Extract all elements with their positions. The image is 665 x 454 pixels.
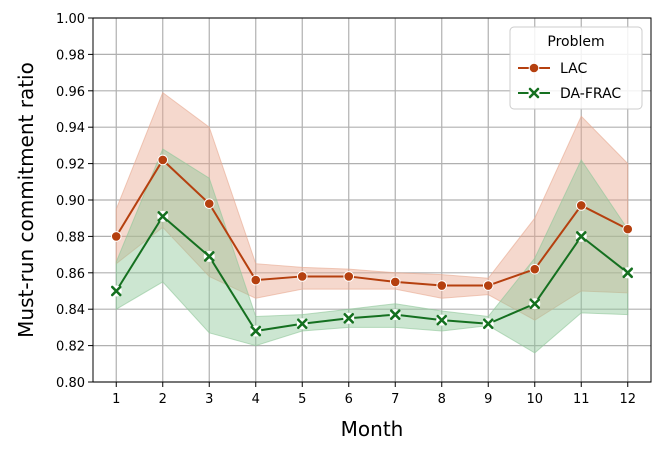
point-da-frac	[575, 230, 587, 242]
series-lines	[115, 158, 629, 333]
x-axis-label: Month	[341, 417, 404, 441]
point-cross	[389, 309, 401, 320]
y-tick-label: 0.82	[56, 340, 85, 355]
legend-item-da-frac: DA-FRAC	[518, 86, 621, 102]
x-tick-label: 12	[619, 392, 636, 407]
point-da-frac	[110, 285, 122, 297]
point-cross	[110, 285, 122, 297]
x-tick-label: 2	[159, 392, 167, 407]
y-axis-label: Must-run commitment ratio	[14, 62, 38, 338]
line-lac	[115, 158, 629, 287]
x-tick-label: 3	[205, 392, 213, 407]
point-cross	[436, 314, 448, 326]
point-da-frac	[250, 325, 262, 337]
y-tick-label: 0.80	[56, 376, 85, 391]
x-tick-label: 5	[298, 392, 306, 407]
y-tick-label: 1.00	[56, 12, 85, 27]
point-da-frac	[157, 210, 169, 222]
y-tick-label: 0.94	[56, 121, 85, 136]
y-tick-label: 0.96	[56, 85, 85, 100]
x-tick-label: 9	[484, 392, 492, 407]
point-lac	[203, 198, 215, 209]
point-da-frac	[343, 312, 355, 324]
legend: Problem LAC DA-FRAC	[509, 26, 643, 110]
point-cross	[157, 211, 169, 222]
legend-swatch-marker	[528, 87, 540, 99]
legend-label: DA-FRAC	[560, 86, 621, 102]
y-tick-label: 0.88	[56, 230, 85, 245]
x-tick-label: 10	[526, 392, 543, 407]
point-cross	[482, 318, 494, 330]
y-tick-label: 0.90	[56, 194, 85, 209]
x-ticks: 1 2 3 4 5 6 7 8 9 10 11 12	[112, 382, 636, 407]
x-tick-label: 1	[112, 392, 120, 407]
point-lac	[110, 231, 122, 242]
point-lac	[296, 271, 308, 282]
x-tick-label: 4	[252, 392, 260, 407]
legend-box	[509, 26, 643, 110]
point-cross	[622, 267, 634, 279]
x-tick-label: 11	[573, 392, 590, 407]
y-tick-label: 0.98	[56, 48, 85, 63]
confidence-bands	[115, 91, 629, 354]
point-da-frac	[529, 298, 541, 310]
y-ticks: 0.80 0.82 0.84 0.86 0.88 0.90 0.92 0.94 0.96 0.98…	[56, 12, 93, 391]
point-da-frac	[622, 267, 634, 279]
point-lac	[482, 280, 494, 291]
point-cross	[250, 325, 262, 337]
point-cross	[343, 313, 355, 324]
point-da-frac	[436, 314, 448, 326]
point-lac	[575, 200, 587, 211]
point-cross	[296, 318, 308, 330]
band-da-frac	[115, 148, 629, 354]
legend-label: LAC	[560, 61, 587, 77]
x-tick-label: 7	[391, 392, 399, 407]
point-lac	[436, 280, 448, 291]
y-tick-label: 0.84	[56, 303, 85, 318]
point-cross	[203, 251, 215, 262]
x-tick-label: 6	[345, 392, 353, 407]
point-da-frac	[203, 250, 215, 262]
point-da-frac	[389, 309, 401, 321]
point-lac	[343, 271, 355, 282]
legend-item-lac: LAC	[518, 61, 587, 77]
point-cross	[529, 298, 541, 310]
point-cross	[575, 231, 587, 242]
x-tick-label: 8	[438, 392, 446, 407]
legend-title: Problem	[547, 34, 604, 50]
point-lac	[529, 263, 541, 275]
legend-swatch-marker	[528, 62, 540, 74]
point-da-frac	[482, 318, 494, 330]
point-lac	[622, 223, 634, 235]
line-da-frac	[115, 214, 629, 333]
point-da-frac	[296, 318, 308, 330]
point-lac	[250, 274, 262, 286]
point-lac	[157, 154, 169, 166]
series-markers	[110, 154, 634, 337]
y-tick-label: 0.92	[56, 158, 85, 173]
point-lac	[389, 276, 401, 288]
y-tick-label: 0.86	[56, 267, 85, 282]
